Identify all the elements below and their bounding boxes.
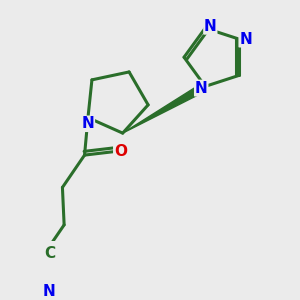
Text: N: N xyxy=(82,116,94,131)
Text: N: N xyxy=(204,19,217,34)
Text: O: O xyxy=(114,144,127,159)
Text: N: N xyxy=(195,81,208,96)
Text: N: N xyxy=(195,81,208,96)
Text: N: N xyxy=(42,284,55,299)
Text: N: N xyxy=(239,32,252,47)
Text: C: C xyxy=(44,246,55,261)
Polygon shape xyxy=(123,82,207,133)
